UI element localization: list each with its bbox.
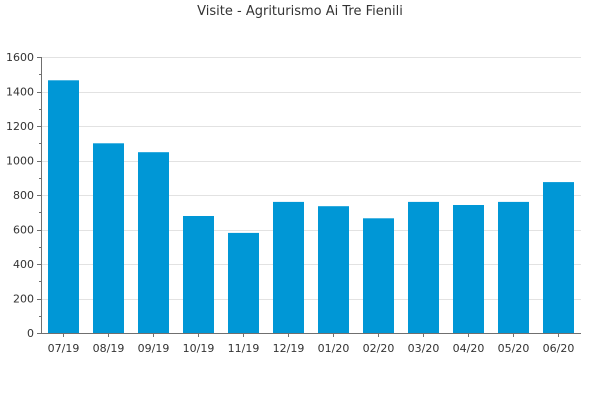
x-tick-label: 02/20 bbox=[363, 342, 395, 355]
bar-12-19 bbox=[273, 201, 304, 333]
y-tick-label: 200 bbox=[13, 293, 34, 306]
y-tick-label: 0 bbox=[27, 327, 34, 340]
bar-04-20 bbox=[453, 205, 484, 333]
bar-01-20 bbox=[318, 206, 349, 333]
x-tick-label: 12/19 bbox=[273, 342, 305, 355]
y-tick-label: 1400 bbox=[6, 86, 34, 99]
x-tick-label: 03/20 bbox=[408, 342, 440, 355]
y-tick-label: 400 bbox=[13, 258, 34, 271]
bar-05-20 bbox=[498, 201, 529, 333]
y-tick-label: 800 bbox=[13, 189, 34, 202]
chart-title: Visite - Agriturismo Ai Tre Fienili bbox=[197, 4, 403, 19]
x-tick-label: 06/20 bbox=[543, 342, 575, 355]
x-tick-label: 01/20 bbox=[318, 342, 350, 355]
x-tick-label: 04/20 bbox=[453, 342, 485, 355]
x-tick-label: 05/20 bbox=[498, 342, 530, 355]
y-tick-label: 1200 bbox=[6, 120, 34, 133]
bar-06-20 bbox=[543, 182, 574, 333]
bar-09-19 bbox=[138, 152, 169, 333]
bar-10-19 bbox=[183, 216, 214, 333]
y-tick-label: 600 bbox=[13, 224, 34, 237]
x-tick-label: 09/19 bbox=[138, 342, 170, 355]
bar-07-19 bbox=[48, 80, 79, 333]
bar-08-19 bbox=[93, 143, 124, 334]
x-tick-label: 10/19 bbox=[183, 342, 215, 355]
x-tick-label: 07/19 bbox=[48, 342, 80, 355]
y-tick-label: 1000 bbox=[6, 155, 34, 168]
y-tick-label: 1600 bbox=[6, 51, 34, 64]
x-tick-label: 08/19 bbox=[93, 342, 125, 355]
bar-03-20 bbox=[408, 201, 439, 333]
x-tick-label: 11/19 bbox=[228, 342, 260, 355]
bar-11-19 bbox=[228, 232, 259, 333]
bar-02-20 bbox=[363, 218, 394, 333]
